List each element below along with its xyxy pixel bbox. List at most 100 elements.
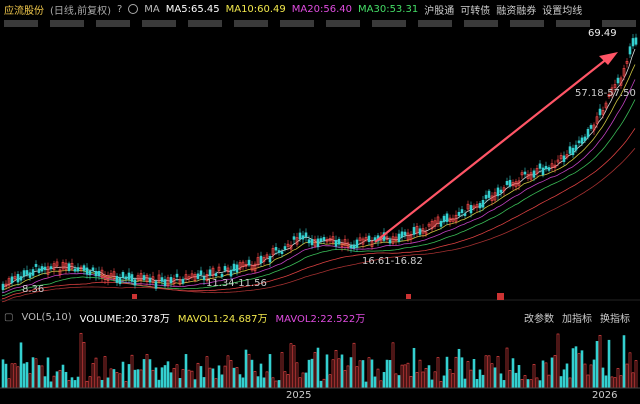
volume-bar	[367, 357, 371, 389]
candle-body	[286, 243, 290, 247]
candle-body	[262, 257, 266, 262]
volume-bar	[385, 359, 389, 389]
candle-body	[526, 174, 530, 179]
volume-bar	[25, 362, 29, 389]
volume-bar	[544, 362, 548, 389]
link-margin-trading[interactable]: 融资融券	[496, 5, 537, 17]
volume-bar	[550, 357, 554, 389]
volume-bar	[316, 347, 320, 389]
volume-bar	[430, 379, 434, 389]
volume-bar	[16, 366, 20, 389]
volume-bar	[508, 370, 512, 389]
volume-bar	[328, 374, 332, 389]
candle-body	[229, 269, 233, 277]
gear-icon[interactable]	[128, 4, 139, 14]
ma-label[interactable]: MA	[144, 3, 160, 15]
volume-bar	[442, 375, 446, 389]
add-indicator-button[interactable]: 加指标	[562, 313, 592, 325]
candle-body	[553, 164, 557, 169]
candle-body	[430, 220, 434, 230]
volume-bar	[190, 370, 194, 389]
candle-body	[529, 172, 533, 180]
volume-bar	[433, 371, 437, 389]
volume-bar	[61, 364, 65, 389]
volume-bar	[34, 358, 38, 389]
volume-bar	[496, 356, 500, 389]
event-marker[interactable]	[132, 294, 137, 299]
volume-bar	[259, 363, 263, 389]
candle-body	[190, 273, 194, 278]
volume-bar	[424, 368, 428, 389]
candle-body	[196, 273, 200, 279]
moving-average-lines	[1, 48, 636, 303]
volume-bar	[475, 379, 479, 389]
volume-bar	[352, 342, 356, 389]
candle-body	[424, 231, 428, 235]
volume-bar	[301, 372, 305, 389]
volume-bar	[322, 378, 326, 389]
volume-bar	[79, 332, 83, 389]
volume-bar	[547, 374, 551, 389]
ma10-value: MA10:60.49	[225, 3, 286, 15]
candle-body	[151, 276, 155, 283]
candle-body	[595, 116, 599, 124]
volume-bar	[253, 371, 257, 389]
candle-body	[10, 276, 14, 284]
volume-bar	[583, 363, 587, 389]
volume-bar	[334, 349, 338, 389]
candle-body	[451, 218, 455, 222]
mavol1-value: MAVOL1:24.687万	[177, 313, 268, 325]
volume-bar	[58, 369, 62, 389]
volume-bar	[469, 369, 473, 389]
volume-bar	[268, 354, 272, 389]
candle-body	[109, 273, 113, 277]
event-marker[interactable]	[406, 294, 411, 299]
candle-body	[238, 262, 242, 270]
volume-indicator-title[interactable]: VOL(5,10)	[21, 311, 72, 323]
candle-body	[223, 266, 227, 271]
volume-bar	[136, 369, 140, 389]
candle-body	[373, 237, 377, 241]
candle-body	[217, 266, 221, 271]
volume-bar	[181, 369, 185, 389]
candle-body	[163, 279, 167, 287]
candle-body	[85, 267, 89, 275]
candle-body	[568, 146, 572, 154]
candle-body	[409, 234, 413, 240]
candle-body	[484, 194, 488, 199]
candle-body	[385, 236, 389, 240]
volume-bar	[388, 360, 392, 389]
candle-body	[535, 168, 539, 175]
link-convertible-bond[interactable]: 可转债	[460, 5, 491, 17]
candle-body	[502, 187, 506, 192]
switch-indicator-button[interactable]: 换指标	[600, 313, 630, 325]
candle-body	[259, 255, 263, 264]
link-hk-connect[interactable]: 沪股通	[424, 5, 455, 17]
link-set-ma[interactable]: 设置均线	[542, 5, 583, 17]
candle-body	[472, 205, 476, 209]
low-price-label: 8.36	[22, 284, 45, 295]
volume-bar	[565, 363, 569, 389]
volume-bar	[556, 333, 560, 389]
stock-name[interactable]: 应流股份	[4, 5, 44, 17]
volume-bar	[73, 380, 77, 389]
candle-body	[13, 276, 17, 280]
event-marker[interactable]	[497, 293, 504, 300]
help-icon[interactable]: ?	[116, 3, 123, 15]
candle-body	[610, 87, 614, 95]
candle-body	[271, 248, 275, 256]
lock-icon[interactable]: ▢	[4, 311, 14, 323]
change-params-button[interactable]: 改参数	[524, 313, 554, 325]
candle-body	[457, 211, 461, 216]
period-label[interactable]: (日线,前复权)	[50, 5, 111, 17]
volume-bar	[67, 380, 71, 389]
volume-bar	[157, 379, 161, 389]
volume-bar	[349, 357, 353, 389]
high-price-label: 69.49	[588, 28, 617, 39]
ma20-value: MA20:56.40	[291, 3, 352, 15]
candle-body	[130, 274, 134, 282]
volume-bar	[223, 365, 227, 389]
volume-bar	[610, 376, 614, 389]
candle-body	[418, 228, 422, 235]
